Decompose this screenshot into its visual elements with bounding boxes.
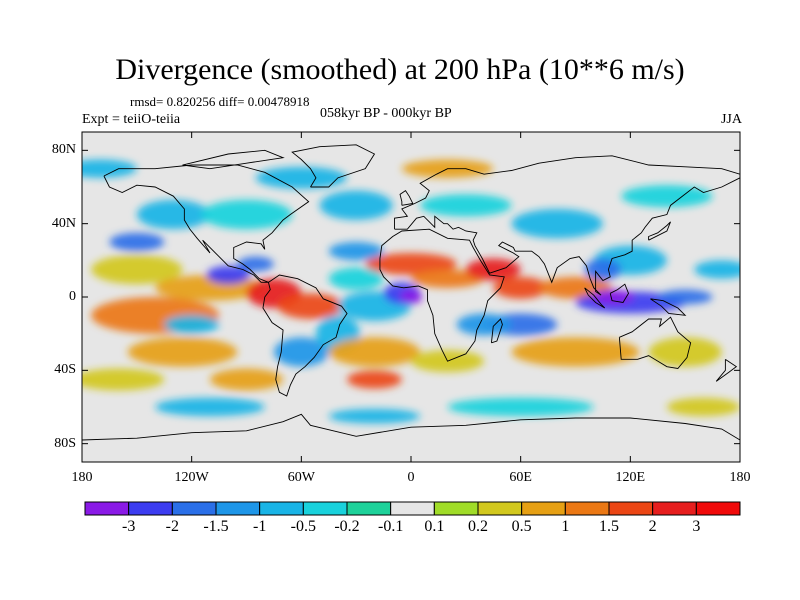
colorbar-label: 1.5 [599,518,619,535]
colorbar-label: 0.1 [424,518,445,535]
colorbar-box [302,501,348,516]
axis-ticks [81,132,741,462]
plot-title: Divergence (smoothed) at 200 hPa (10**6 … [115,53,685,86]
colorbar-box [346,501,392,516]
lat-tick-label: 40N [51,215,76,231]
lon-tick-label: 180 [71,470,93,485]
colorbar-box [695,501,741,516]
colorbar-box [259,501,304,516]
colorbar-box [433,501,479,516]
colorbar-label: 0.2 [468,518,488,535]
colorbar-box [521,501,566,516]
colorbar-box [652,501,697,516]
stats-label: rmsd= 0.820256 diff= 0.00478918 [130,94,310,109]
colorbar-label: -2 [165,518,179,535]
colorbar-label: -1 [252,518,267,535]
colorbar-label: 2 [648,518,657,535]
lon-tick-label: 120E [615,470,646,485]
colorbar-label: -0.2 [334,518,360,535]
colorbar-label: -3 [121,518,136,535]
lon-tick-label: 60E [509,470,532,485]
lon-tick-label: 0 [407,470,415,485]
lat-tick-label: 40S [54,362,76,378]
colorbar-box [171,501,217,516]
lat-tick-label: 80S [54,435,76,451]
lon-tick-label: 180 [729,470,751,485]
colorbar-box [564,501,610,516]
lat-tick-label: 0 [69,289,76,304]
colorbar-box [608,501,654,516]
divergence-field [82,159,740,424]
lon-tick-label: 60W [287,470,315,485]
lon-tick-label: 120W [174,470,209,485]
colorbar-box [84,501,130,516]
coastlines [82,144,740,441]
colorbar-box [128,501,173,516]
colorbar-label: 3 [692,518,701,535]
colorbar-label: 0.5 [511,518,532,535]
colorbar-label: -0.1 [377,518,404,535]
colorbar-label: -0.5 [290,518,316,535]
colorbar-box [390,501,435,516]
colorbar-box [477,501,523,516]
colorbar-box [215,501,261,516]
colorbar-label: -1.5 [203,518,229,535]
period-label: 058kyr BP - 000kyr BP [320,106,452,121]
colorbar-label: 1 [561,518,570,535]
experiment-label: Expt = teiiO-teiia [82,112,181,127]
lat-tick-label: 80N [51,142,76,158]
season-label: JJA [720,112,742,127]
